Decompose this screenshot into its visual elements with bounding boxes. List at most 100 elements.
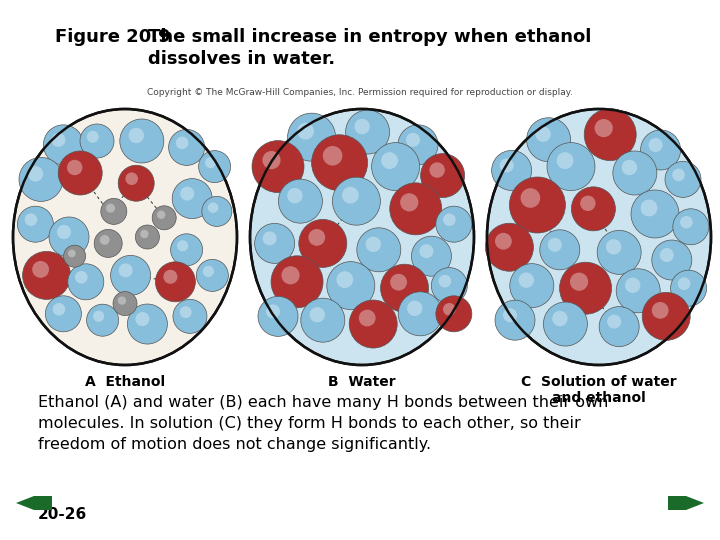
Circle shape [625,278,640,293]
Circle shape [127,304,167,344]
Circle shape [176,137,189,149]
Circle shape [255,224,294,264]
Circle shape [613,151,657,195]
Text: C  Solution of water: C Solution of water [521,375,677,389]
Circle shape [400,193,418,212]
Circle shape [180,187,194,200]
Circle shape [282,266,300,285]
Circle shape [597,231,641,274]
Circle shape [495,300,535,340]
Circle shape [262,151,281,169]
Circle shape [327,262,375,309]
Circle shape [301,298,345,342]
Circle shape [390,274,407,291]
Circle shape [63,245,86,267]
FancyArrow shape [668,496,704,510]
Circle shape [17,206,53,242]
Circle shape [32,261,49,278]
Circle shape [559,262,611,314]
Text: Figure 20.9: Figure 20.9 [55,28,171,46]
Circle shape [308,229,325,246]
Circle shape [68,264,104,300]
Circle shape [649,138,662,152]
Circle shape [548,238,562,252]
Circle shape [492,151,531,191]
Circle shape [631,190,679,238]
Circle shape [252,140,304,193]
Ellipse shape [13,109,237,365]
Circle shape [518,273,534,288]
Circle shape [552,311,567,326]
Circle shape [202,197,232,226]
Circle shape [503,308,517,322]
Circle shape [51,133,66,147]
Circle shape [673,209,708,245]
Circle shape [381,152,398,169]
Circle shape [287,188,302,204]
Circle shape [652,302,669,319]
Circle shape [57,225,71,239]
Circle shape [24,213,37,226]
Circle shape [279,179,323,223]
Circle shape [443,303,456,315]
Circle shape [129,128,144,143]
Circle shape [366,237,381,252]
Circle shape [49,217,89,257]
Circle shape [342,187,359,204]
Text: dissolves in water.: dissolves in water. [148,50,335,68]
Circle shape [140,230,148,238]
Circle shape [381,264,428,312]
Circle shape [680,216,693,228]
Ellipse shape [250,109,474,365]
Circle shape [80,124,114,158]
Circle shape [641,200,657,217]
Circle shape [120,119,164,163]
Circle shape [336,271,354,288]
Circle shape [100,235,109,245]
Circle shape [258,296,298,336]
Circle shape [547,143,595,191]
Circle shape [431,268,467,303]
Circle shape [135,312,150,326]
Circle shape [346,110,390,154]
Circle shape [156,262,195,302]
Text: B  Water: B Water [328,375,396,389]
Text: and ethanol: and ethanol [552,391,646,405]
Circle shape [203,266,214,277]
Circle shape [398,125,438,165]
Circle shape [208,202,218,213]
Circle shape [43,125,84,165]
Text: 20-26: 20-26 [38,507,87,522]
Circle shape [86,304,119,336]
Circle shape [406,133,420,147]
Circle shape [312,135,368,191]
Circle shape [411,236,451,276]
Circle shape [106,204,115,213]
Circle shape [536,126,551,142]
Text: Ethanol (A) and water (B) each have many H bonds between their own
molecules. In: Ethanol (A) and water (B) each have many… [38,395,608,452]
Circle shape [599,307,639,347]
Circle shape [263,232,276,245]
FancyArrow shape [16,496,52,510]
Circle shape [125,172,138,185]
Circle shape [670,270,706,306]
Circle shape [390,183,442,235]
Circle shape [205,157,216,168]
Text: The small increase in entropy when ethanol: The small increase in entropy when ethan… [148,28,591,46]
Circle shape [67,160,82,175]
Circle shape [616,269,660,313]
Circle shape [101,198,127,225]
Circle shape [119,264,132,278]
Circle shape [420,244,433,258]
Circle shape [180,306,192,318]
Circle shape [171,234,202,266]
Circle shape [398,292,442,336]
Circle shape [310,307,325,322]
Circle shape [28,166,43,181]
Circle shape [500,158,513,172]
Circle shape [135,225,159,249]
Circle shape [580,195,595,211]
Circle shape [58,151,102,195]
Circle shape [177,240,188,252]
Circle shape [75,271,88,284]
